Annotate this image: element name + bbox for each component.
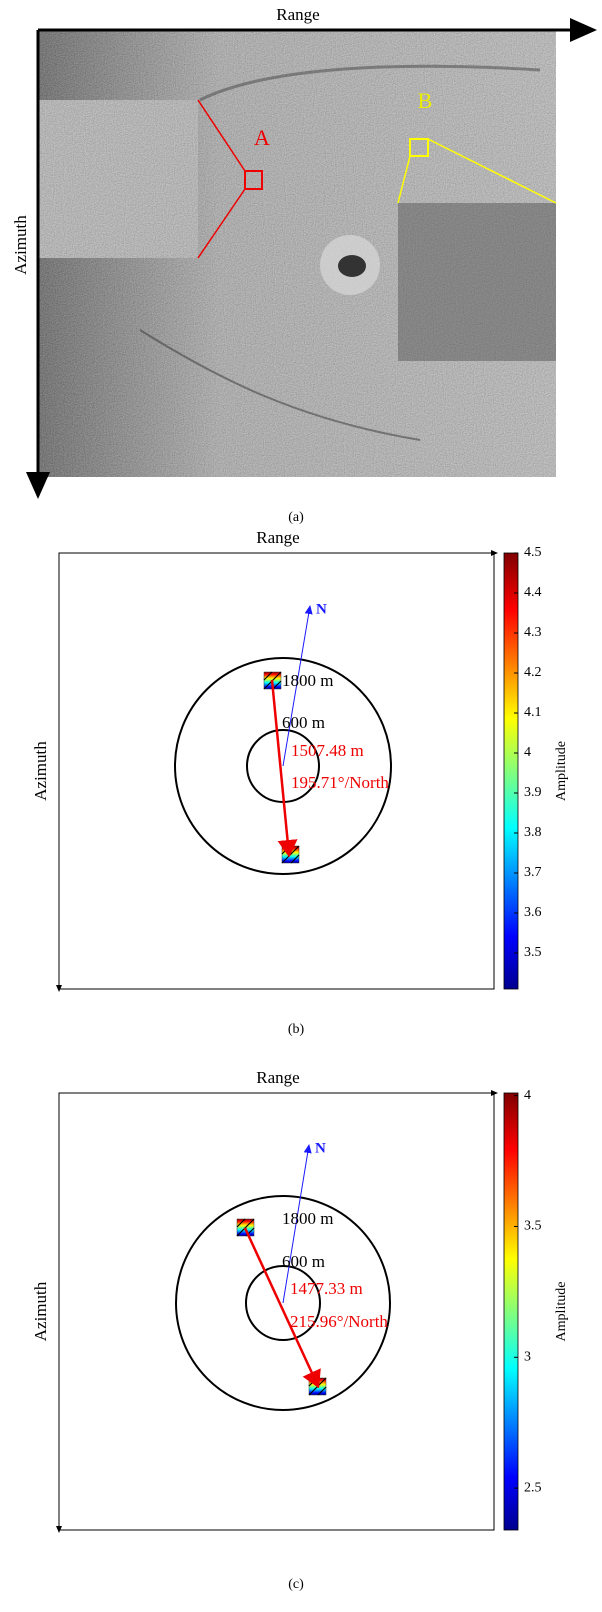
x-axis-label: Range	[256, 1068, 299, 1087]
x-axis-label: Range	[276, 5, 319, 24]
colorbar	[503, 1092, 519, 1531]
colorbar-tick-label: 4.2	[524, 665, 542, 680]
distance-label: 1477.33 m	[290, 1279, 363, 1298]
displacement-arrow	[270, 679, 298, 858]
plot-frame	[58, 552, 495, 990]
colorbar-tick-label: 2.5	[524, 1480, 542, 1495]
colorbar-tick-label: 3.5	[524, 1219, 542, 1234]
colorbar-tick-label: 3	[524, 1350, 531, 1365]
caption: (c)	[288, 1577, 304, 1592]
direction-label: 215.96°/North	[290, 1312, 388, 1331]
colorbar-tick-label: 3.9	[524, 785, 542, 800]
ring	[175, 1195, 391, 1411]
polar-panel: Range Azimuth N 1800 m 600 m 1477.33 m 215.96°…	[31, 1068, 569, 1592]
y-axis-label: Azimuth	[31, 1281, 50, 1341]
ring-label: 600 m	[282, 1252, 325, 1271]
direction-label: 195.71°/North	[291, 773, 389, 792]
colorbar-tick-label: 4.3	[524, 625, 542, 640]
polar-panel: Range Azimuth N 1800 m 600 m 1507.48 m 195.71°…	[31, 528, 569, 1037]
colorbar-label: Amplitude	[554, 741, 569, 801]
inset-label: B	[418, 88, 433, 113]
ring	[245, 1265, 321, 1341]
colorbar	[503, 552, 519, 990]
colorbar-tick-label: 4	[524, 745, 531, 760]
colorbar-tick-label: 3.7	[524, 865, 542, 880]
north-arrow	[282, 1144, 312, 1304]
colorbar-tick-label: 4	[524, 1088, 531, 1103]
colorbar-label: Amplitude	[554, 1282, 569, 1342]
north-label: N	[316, 601, 327, 617]
ring-label: 1800 m	[282, 671, 333, 690]
colorbar-tick-label: 3.6	[524, 905, 542, 920]
caption: (a)	[288, 510, 304, 525]
north-arrow	[282, 605, 313, 767]
colorbar-tick-label: 4.5	[524, 545, 542, 560]
colorbar-tick-label: 3.5	[524, 945, 542, 960]
colorbar-tick-label: 3.8	[524, 825, 542, 840]
y-axis-label: Azimuth	[31, 741, 50, 801]
plot-frame	[58, 1092, 495, 1531]
distance-label: 1507.48 m	[291, 741, 364, 760]
ring-label: 600 m	[282, 713, 325, 732]
y-axis-label: Azimuth	[11, 215, 30, 275]
caption: (b)	[288, 1022, 305, 1037]
ring	[174, 657, 392, 875]
colorbar-tick-label: 4.1	[524, 705, 542, 720]
sar-panel: Range Azimuth A B (a)	[11, 5, 597, 525]
ring-label: 1800 m	[282, 1209, 333, 1228]
x-axis-label: Range	[256, 528, 299, 547]
displacement-arrow	[243, 1227, 321, 1389]
inset-label: A	[254, 125, 270, 150]
colorbar-tick-label: 4.4	[524, 585, 542, 600]
north-label: N	[315, 1140, 326, 1156]
